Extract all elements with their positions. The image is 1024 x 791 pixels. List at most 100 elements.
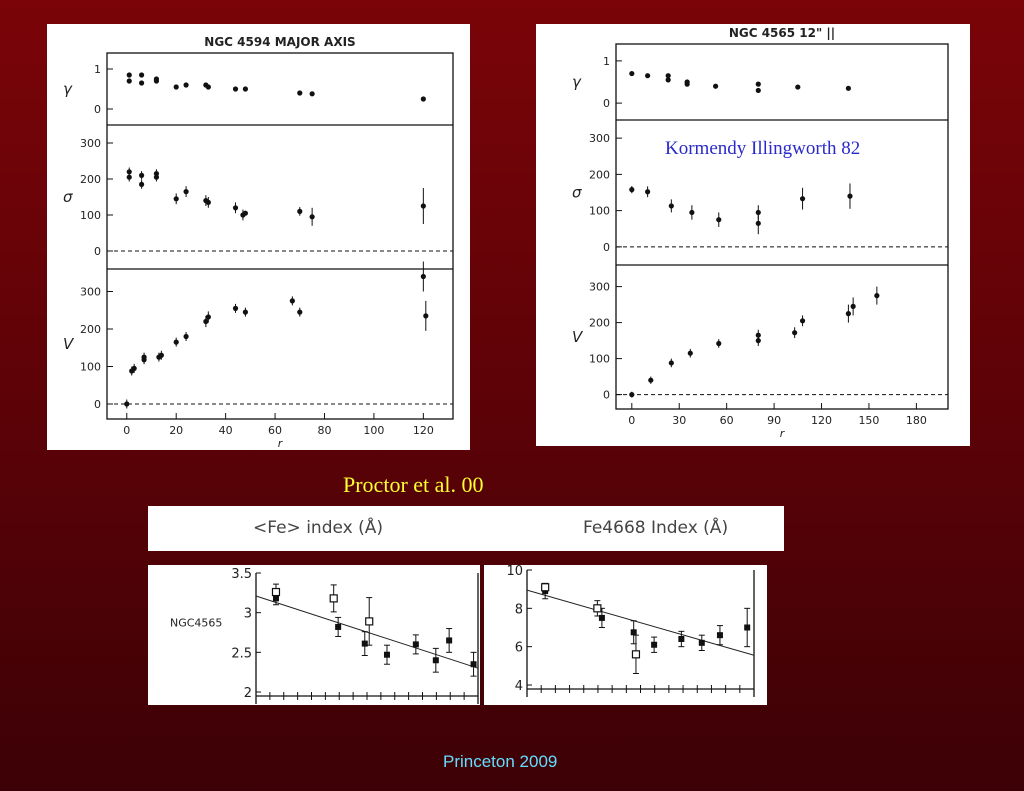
data-point bbox=[850, 303, 856, 309]
y-tick-label: 0 bbox=[94, 398, 101, 411]
panel-y-label: V bbox=[572, 328, 584, 346]
data-point bbox=[131, 365, 137, 371]
data-point bbox=[124, 401, 130, 407]
y-tick-label: 6 bbox=[515, 641, 523, 656]
x-tick-label: 180 bbox=[906, 414, 927, 427]
x-tick-label: 30 bbox=[672, 414, 686, 427]
y-tick-label: 0 bbox=[603, 389, 610, 402]
data-point bbox=[799, 196, 806, 202]
filled-point bbox=[470, 661, 477, 668]
filled-point bbox=[744, 624, 751, 631]
open-point bbox=[593, 604, 602, 613]
fe4668-index-header: Fe4668 Index (Å) bbox=[583, 518, 729, 538]
data-point bbox=[629, 187, 635, 193]
data-point bbox=[420, 273, 426, 280]
data-point bbox=[874, 293, 880, 299]
plot-frame bbox=[106, 52, 454, 420]
data-point bbox=[423, 313, 429, 319]
x-tick-label: 0 bbox=[123, 424, 130, 437]
x-tick-label: 60 bbox=[268, 424, 282, 437]
fe-index-header: <Fe> index (Å) bbox=[253, 518, 384, 538]
x-tick-label: 80 bbox=[317, 424, 331, 437]
data-point bbox=[309, 91, 315, 97]
y-tick-label: 0 bbox=[603, 97, 610, 110]
x-tick-label: 20 bbox=[169, 424, 183, 437]
data-point bbox=[755, 220, 761, 226]
galaxy-label: NGC4565 bbox=[170, 617, 222, 630]
open-point bbox=[365, 617, 374, 626]
data-point bbox=[183, 189, 189, 195]
filled-point bbox=[698, 639, 705, 646]
y-tick-label: 8 bbox=[515, 602, 523, 617]
filled-point bbox=[383, 651, 390, 658]
open-point bbox=[631, 650, 641, 659]
panel-y-label: σ bbox=[63, 188, 73, 206]
y-tick-label: 10 bbox=[506, 565, 523, 579]
y-tick-label: 100 bbox=[80, 209, 101, 222]
data-point bbox=[232, 305, 239, 311]
data-point bbox=[139, 80, 145, 86]
panel-y-label: V bbox=[63, 335, 75, 353]
data-point bbox=[289, 298, 295, 304]
proctor-citation: Proctor et al. 00 bbox=[343, 472, 484, 497]
y-tick-label: 3.5 bbox=[231, 567, 252, 582]
data-point bbox=[845, 311, 851, 317]
data-point bbox=[665, 77, 671, 83]
filled-point bbox=[412, 641, 419, 648]
y-tick-label: 1 bbox=[603, 55, 610, 68]
data-point bbox=[668, 203, 674, 209]
data-point bbox=[183, 82, 189, 88]
y-tick-label: 2.5 bbox=[231, 646, 252, 661]
data-point bbox=[242, 86, 248, 92]
plot-frame bbox=[615, 43, 949, 410]
data-point bbox=[126, 78, 132, 84]
data-point bbox=[755, 332, 761, 338]
x-tick-label: 40 bbox=[219, 424, 233, 437]
data-point bbox=[689, 209, 695, 216]
fit-line bbox=[526, 589, 755, 656]
data-point bbox=[713, 83, 719, 89]
data-point bbox=[755, 87, 761, 94]
data-point bbox=[205, 84, 211, 90]
filled-point bbox=[335, 623, 342, 630]
data-point bbox=[297, 309, 303, 315]
x-axis-label: r bbox=[278, 437, 284, 450]
filled-point bbox=[361, 640, 368, 647]
data-point bbox=[203, 318, 209, 325]
chart-title: NGC 4565 12" || bbox=[729, 26, 835, 40]
data-point bbox=[645, 73, 651, 79]
filled-point bbox=[678, 636, 685, 642]
data-point bbox=[126, 174, 132, 180]
filled-point bbox=[598, 614, 605, 621]
fe-index-chart: NGC4565 2 2.5 3 3.5 bbox=[170, 567, 479, 704]
filled-point bbox=[446, 637, 453, 644]
data-point bbox=[716, 340, 722, 347]
x-tick-label: 0 bbox=[628, 414, 635, 427]
y-tick-label: 0 bbox=[94, 245, 101, 258]
ngc4565-chart: NGC 4565 12" ||γ01σ0100200300V0100200300… bbox=[572, 26, 949, 440]
y-tick-label: 100 bbox=[589, 205, 610, 218]
data-point bbox=[297, 90, 303, 96]
y-tick-label: 0 bbox=[603, 241, 610, 254]
index-header-bar: <Fe> index (Å) Fe4668 Index (Å) bbox=[148, 506, 784, 551]
filled-point bbox=[432, 657, 439, 664]
data-point bbox=[648, 377, 654, 383]
data-point bbox=[845, 85, 851, 91]
data-point bbox=[716, 217, 722, 223]
y-tick-label: 100 bbox=[80, 361, 101, 374]
y-tick-label: 3 bbox=[244, 607, 252, 622]
data-point bbox=[309, 214, 315, 220]
y-tick-label: 2 bbox=[244, 686, 252, 701]
data-point bbox=[687, 350, 693, 356]
fe4668-index-panel: 4 6 8 10 bbox=[484, 564, 767, 705]
footer-text: Princeton 2009 bbox=[443, 752, 558, 771]
x-tick-label: 100 bbox=[363, 424, 384, 437]
filled-point bbox=[630, 629, 637, 636]
data-point bbox=[173, 84, 179, 90]
y-tick-label: 300 bbox=[589, 132, 610, 145]
y-tick-label: 100 bbox=[589, 353, 610, 366]
data-point bbox=[242, 210, 248, 216]
y-tick-label: 200 bbox=[589, 168, 610, 181]
data-point bbox=[232, 86, 239, 92]
y-tick-label: 300 bbox=[80, 286, 101, 299]
